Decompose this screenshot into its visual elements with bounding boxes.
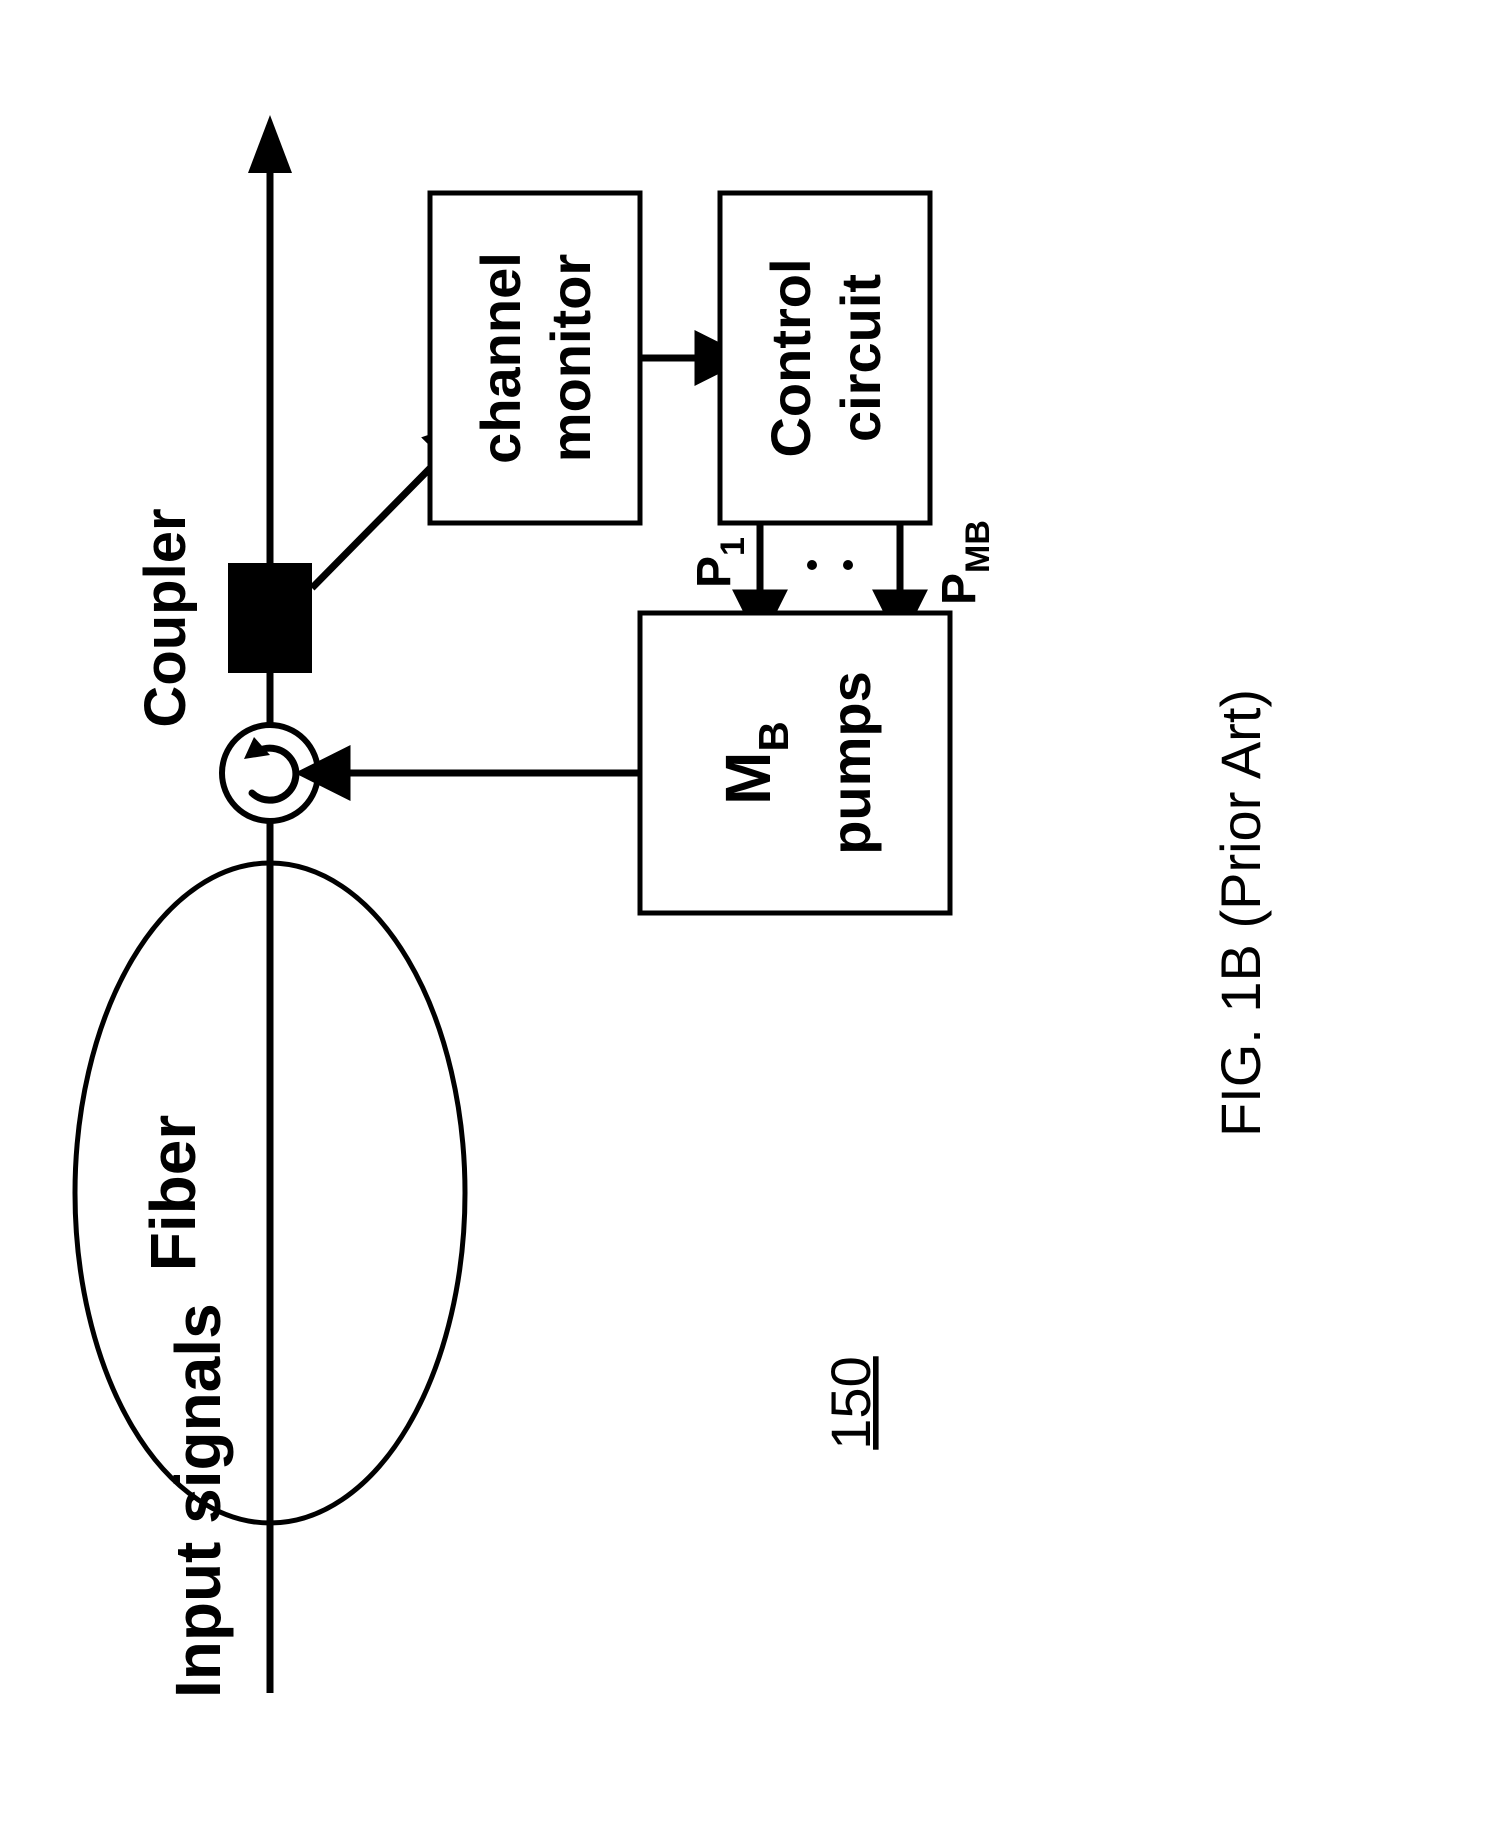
stage: channel monitor Control circuit P1 PMB bbox=[0, 0, 1504, 1833]
control-circuit-label-1: Control bbox=[759, 258, 822, 457]
diagram-canvas: channel monitor Control circuit P1 PMB bbox=[0, 0, 1504, 1833]
control-circuit-box bbox=[720, 193, 930, 523]
ref-number: 150 bbox=[819, 1356, 882, 1449]
channel-monitor-label-1: channel bbox=[469, 252, 532, 464]
pumps-label-2: pumps bbox=[819, 671, 882, 855]
pmb-label: PMB bbox=[933, 520, 997, 605]
control-circuit-label-2: circuit bbox=[829, 274, 892, 442]
diagram-svg: channel monitor Control circuit P1 PMB bbox=[0, 0, 1504, 1833]
pumps-box bbox=[640, 613, 950, 913]
signal-arrowhead bbox=[248, 115, 292, 173]
circulator-circle bbox=[222, 725, 318, 821]
input-signals-label: Input signals bbox=[162, 1303, 234, 1698]
p1-label: P1 bbox=[688, 537, 752, 588]
coupler-block bbox=[228, 563, 312, 673]
coupler-label: Coupler bbox=[133, 508, 198, 727]
fiber-label: Fiber bbox=[137, 1115, 209, 1271]
channel-monitor-box bbox=[430, 193, 640, 523]
dots-1 bbox=[807, 560, 817, 570]
channel-monitor-label-2: monitor bbox=[539, 254, 602, 462]
coupler-to-monitor-arrow bbox=[312, 453, 445, 588]
dots-2 bbox=[843, 560, 853, 570]
figure-caption: FIG. 1B (Prior Art) bbox=[1209, 689, 1272, 1137]
